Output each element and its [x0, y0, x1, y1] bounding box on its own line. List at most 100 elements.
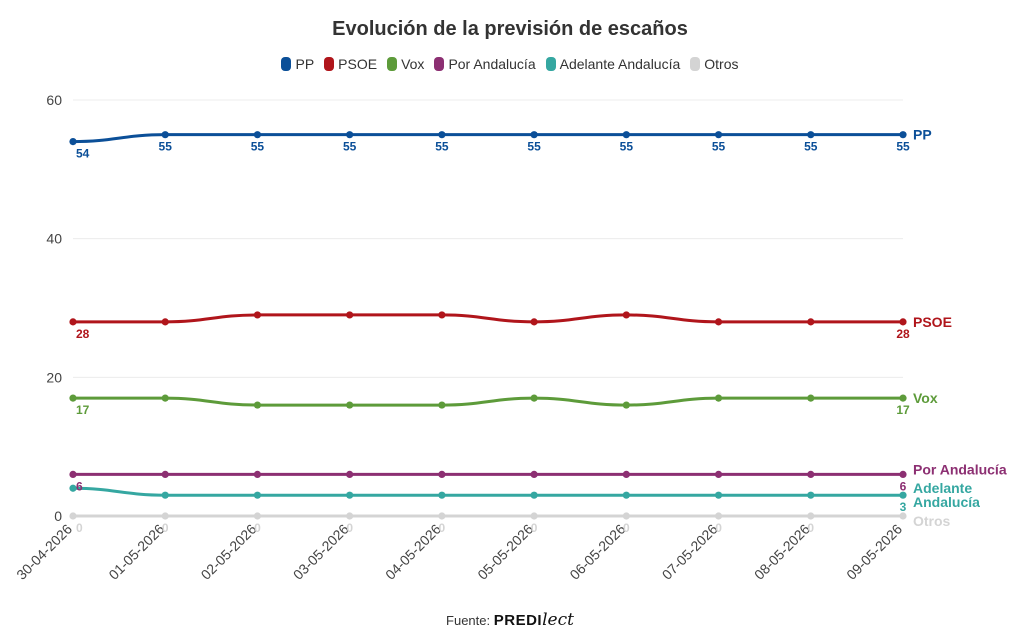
- legend-item-vox[interactable]: Vox: [387, 56, 424, 72]
- data-label-pp: 54: [76, 147, 90, 161]
- end-label-vox: Vox: [913, 390, 938, 406]
- data-point-vox: [714, 394, 723, 402]
- data-label-otros: 0: [254, 521, 261, 535]
- brand-logo-bold: PREDI: [493, 612, 543, 629]
- data-point-por-andalucia: [438, 470, 446, 478]
- x-tick-label: 03-05-2026: [290, 521, 352, 583]
- data-point-vox: [69, 394, 77, 402]
- legend-swatch: [434, 57, 445, 71]
- y-tick-label: 60: [46, 92, 62, 108]
- data-point-por-andalucia: [622, 470, 630, 478]
- data-label-pp: 55: [343, 140, 357, 154]
- legend-label: Adelante Andalucía: [559, 56, 681, 72]
- data-point-pp: [346, 131, 354, 139]
- data-point-pp: [253, 131, 262, 139]
- legend-label: PSOE: [338, 56, 378, 72]
- data-label-pp: 55: [159, 140, 173, 154]
- x-tick-label: 02-05-2026: [198, 521, 260, 583]
- data-point-otros: [899, 512, 907, 520]
- end-label-por-andalucia: Por Andalucía: [913, 461, 1007, 477]
- data-point-psoe: [714, 318, 723, 326]
- data-point-psoe: [69, 318, 77, 326]
- y-tick-label: 20: [46, 369, 62, 385]
- end-label-psoe: PSOE: [913, 314, 952, 330]
- legend-swatch: [690, 57, 701, 71]
- data-label-psoe: 28: [896, 327, 910, 341]
- data-point-vox: [807, 394, 815, 402]
- end-label-otros: Otros: [913, 513, 951, 529]
- data-point-pp: [530, 131, 538, 139]
- data-point-vox: [346, 401, 354, 409]
- data-point-otros: [161, 512, 169, 520]
- data-point-otros: [622, 512, 630, 520]
- data-label-otros: 0: [162, 521, 169, 535]
- data-point-psoe: [807, 318, 815, 326]
- legend-item-otros[interactable]: Otros: [690, 56, 739, 72]
- data-label-otros: 0: [531, 521, 538, 535]
- series-line-pp: [72, 133, 903, 144]
- legend-item-por-andalucia[interactable]: Por Andalucía: [434, 56, 536, 72]
- legend-swatch: [324, 57, 335, 71]
- data-point-pp: [438, 131, 446, 139]
- legend-item-pp[interactable]: PP: [281, 56, 314, 72]
- data-label-por-andalucia: 6: [76, 479, 83, 493]
- legend-swatch: [545, 57, 556, 71]
- data-point-otros: [530, 512, 538, 520]
- data-point-otros: [807, 512, 815, 520]
- data-point-adelante-andalucia: [899, 491, 907, 499]
- data-point-adelante-andalucia: [530, 491, 538, 499]
- data-label-otros: 0: [807, 521, 814, 535]
- legend-label: Por Andalucía: [448, 56, 536, 72]
- series-line-adelante-andalucia: [72, 486, 903, 497]
- data-point-vox: [622, 401, 630, 409]
- data-point-psoe: [253, 311, 262, 319]
- x-tick-label: 30-04-2026: [13, 521, 75, 583]
- data-point-adelante-andalucia: [714, 491, 723, 499]
- x-tick-label: 07-05-2026: [659, 521, 721, 583]
- data-point-adelante-andalucia: [253, 491, 262, 499]
- data-point-por-andalucia: [69, 470, 77, 478]
- data-point-por-andalucia: [714, 470, 723, 478]
- data-point-por-andalucia: [346, 470, 354, 478]
- data-point-por-andalucia: [530, 470, 538, 478]
- legend-label: PP: [295, 56, 315, 72]
- data-point-otros: [714, 512, 723, 520]
- data-label-psoe: 28: [76, 327, 90, 341]
- x-tick-label: 06-05-2026: [566, 521, 628, 583]
- data-label-pp: 55: [620, 140, 634, 154]
- legend-label: Otros: [704, 56, 739, 72]
- data-label-pp: 55: [527, 140, 541, 154]
- x-tick-label: 05-05-2026: [474, 521, 536, 583]
- data-point-pp: [899, 131, 907, 139]
- y-tick-label: 0: [54, 508, 62, 524]
- data-point-pp: [714, 131, 723, 139]
- end-label-adelante-andalucia: Adelante Andalucía: [913, 480, 980, 510]
- end-label-pp: PP: [913, 127, 932, 143]
- data-label-por-andalucia: 6: [900, 479, 907, 493]
- data-point-adelante-andalucia: [438, 491, 446, 499]
- x-tick-label: 01-05-2026: [105, 521, 167, 583]
- data-point-vox: [161, 394, 169, 402]
- data-label-pp: 55: [712, 140, 726, 154]
- data-label-otros: 0: [76, 521, 83, 535]
- data-point-otros: [69, 512, 77, 520]
- legend-item-adelante-andalucia[interactable]: Adelante Andalucía: [545, 56, 681, 72]
- data-label-pp: 55: [435, 140, 449, 154]
- data-point-por-andalucia: [161, 470, 169, 478]
- brand-logo-script: lect: [542, 610, 574, 630]
- chart-title: Evolución de la previsión de escaños: [332, 18, 688, 40]
- data-point-otros: [253, 512, 262, 520]
- x-tick-label: 04-05-2026: [382, 521, 444, 583]
- data-point-por-andalucia: [899, 470, 907, 478]
- data-point-vox: [438, 401, 446, 409]
- legend-item-psoe[interactable]: PSOE: [324, 56, 377, 72]
- series-line-vox: [73, 396, 903, 407]
- data-label-vox: 17: [896, 403, 910, 417]
- data-point-psoe: [161, 318, 169, 326]
- data-point-psoe: [899, 318, 907, 326]
- data-point-pp: [161, 131, 169, 139]
- data-point-por-andalucia: [807, 470, 815, 478]
- data-label-otros: 0: [439, 521, 446, 535]
- data-label-pp: 55: [896, 140, 910, 154]
